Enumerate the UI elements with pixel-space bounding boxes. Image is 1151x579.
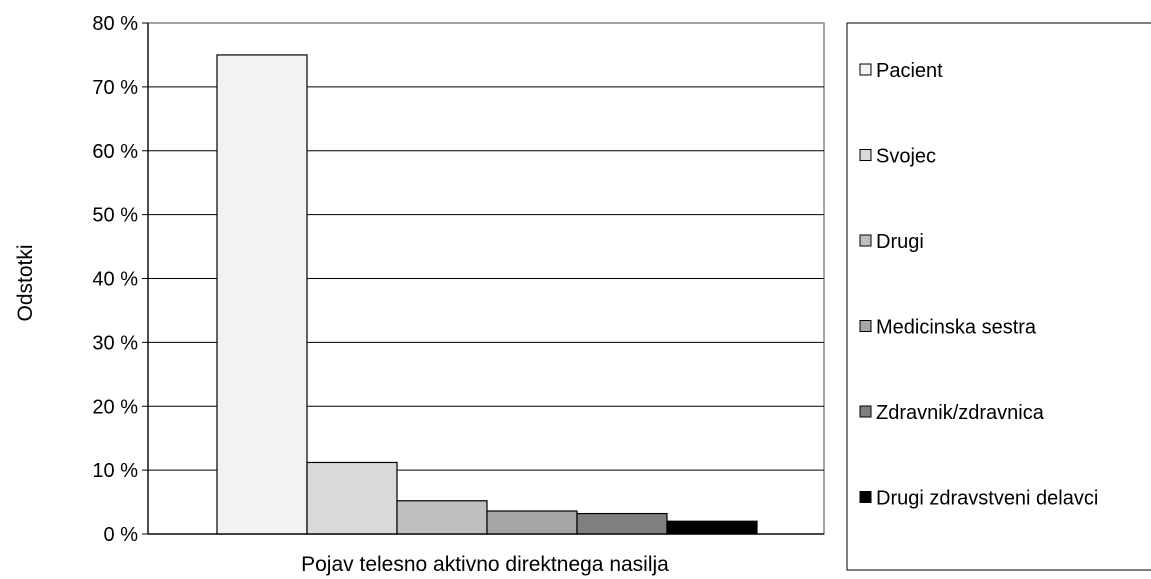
y-tick-label: 70 % [92, 77, 138, 99]
legend-label: Drugi [876, 231, 924, 253]
y-tick-label: 0 % [104, 524, 139, 546]
y-axis-ticks: 0 % 10 % 20 % 30 % 40 % 50 % 60 % 70 % 80 % [92, 13, 148, 546]
bar-drugi-zdravstveni-delavci [666, 520, 758, 535]
legend-swatch [859, 491, 872, 503]
bar-zdravnik-zdravnica [576, 512, 668, 535]
y-axis-title: Odstotki [14, 244, 37, 321]
x-axis-title: Pojav telesno aktivno direktnega nasilja [301, 553, 669, 576]
legend-swatch [859, 149, 872, 161]
legend-box [846, 22, 1151, 571]
y-tick-label: 20 % [92, 396, 138, 418]
y-tick-label: 80 % [92, 13, 138, 35]
legend-swatch [859, 320, 872, 332]
legend-label: Drugi zdravstveni delavci [876, 488, 1098, 510]
legend-swatch [859, 63, 872, 76]
y-tick-label: 10 % [92, 460, 138, 482]
bar-svojec [306, 461, 398, 535]
bar-drugi [396, 500, 488, 535]
bar-medicinska-sestra [486, 510, 578, 535]
legend-label: Pacient [876, 60, 943, 82]
legend-swatch [859, 234, 872, 247]
legend-label: Svojec [876, 146, 936, 168]
y-tick-label: 30 % [92, 332, 138, 354]
y-tick-label: 50 % [92, 205, 138, 227]
legend-swatch [859, 405, 872, 418]
legend-label: Zdravnik/zdravnica [876, 402, 1045, 424]
y-tick-label: 60 % [92, 141, 138, 163]
bar-pacient [216, 54, 308, 535]
bars [216, 54, 758, 535]
legend-label: Medicinska sestra [876, 317, 1037, 339]
y-tick-label: 40 % [92, 269, 138, 291]
legend: Pacient Svojec Drugi Medicinska sestra Zdrav… [846, 22, 1151, 571]
